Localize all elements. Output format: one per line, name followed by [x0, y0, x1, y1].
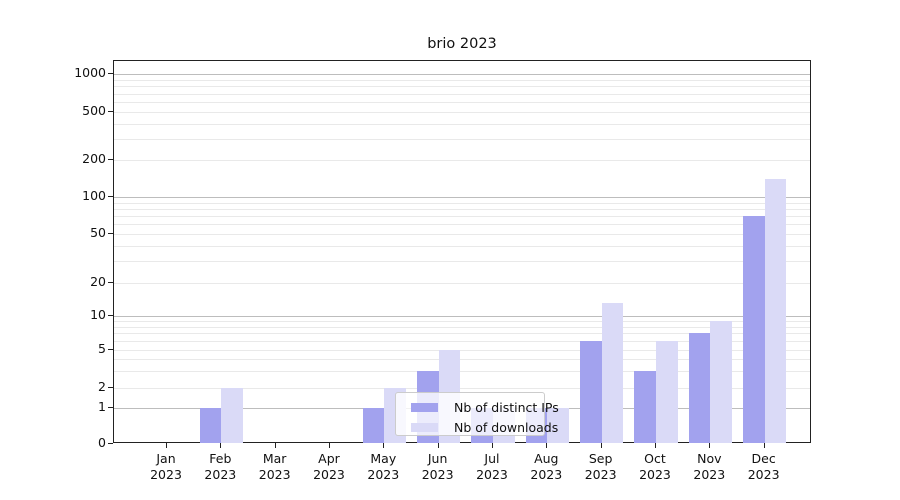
x-tick-label: Dec 2023 [747, 451, 780, 482]
legend-label: Nb of distinct IPs [454, 399, 559, 415]
x-tick-label: Sep 2023 [584, 451, 617, 482]
x-tick-label: Jan 2023 [150, 451, 182, 482]
y-tick-label: 5 [98, 340, 106, 356]
y-tick-label: 10 [90, 307, 106, 322]
bar-downloads [601, 303, 624, 443]
gridline [114, 326, 810, 328]
legend-label: Nb of downloads [454, 419, 559, 435]
bar-downloads [764, 179, 787, 443]
bar-distinct-ips [742, 216, 765, 443]
gridline [114, 340, 810, 342]
bar-distinct-ips [579, 340, 602, 443]
gridline [114, 333, 810, 335]
gridline [114, 86, 810, 88]
plot-area [113, 60, 811, 443]
x-tick [763, 443, 765, 448]
x-tick-label: Nov 2023 [693, 451, 726, 482]
gridline [114, 370, 810, 372]
legend: Nb of distinct IPs Nb of downloads [395, 392, 559, 437]
y-tick [108, 406, 113, 408]
gridline [114, 387, 810, 389]
gridline [114, 209, 810, 210]
y-tick [108, 110, 113, 112]
y-tick-label: 0 [98, 435, 106, 450]
legend-swatch-downloads-icon [411, 422, 438, 432]
y-tick-label: 2 [98, 378, 106, 394]
y-tick [108, 233, 113, 235]
x-tick [328, 443, 330, 448]
gridline [114, 111, 810, 113]
x-tick [383, 443, 385, 448]
gridline [114, 234, 810, 236]
gridline [114, 79, 810, 81]
gridline [114, 261, 810, 263]
bar-downloads [710, 321, 732, 443]
bar-distinct-ips [634, 370, 656, 443]
x-tick-label: Feb 2023 [204, 451, 237, 482]
gridline [114, 123, 810, 125]
gridline [114, 74, 810, 76]
y-tick-label: 500 [82, 102, 106, 118]
x-tick [166, 443, 167, 448]
y-tick [108, 315, 113, 316]
x-tick-label: Apr 2023 [313, 451, 345, 482]
y-tick-label: 200 [82, 151, 106, 167]
legend-item-distinct-ips: Nb of distinct IPs [396, 397, 559, 417]
gridline [114, 101, 810, 103]
y-tick-label: 100 [82, 188, 106, 203]
x-tick-label: Oct 2023 [639, 451, 671, 482]
gridline [114, 138, 810, 140]
gridline [114, 93, 810, 95]
y-tick [108, 196, 113, 197]
x-tick [600, 443, 602, 448]
y-tick [108, 443, 113, 444]
bar-distinct-ips [199, 407, 222, 443]
y-tick [108, 281, 113, 283]
y-tick-label: 50 [90, 225, 106, 241]
x-tick [274, 443, 276, 448]
x-tick [220, 443, 222, 448]
gridline [114, 282, 810, 284]
x-tick-label: Mar 2023 [258, 451, 291, 482]
y-tick-label: 1000 [74, 65, 106, 81]
gridline [114, 321, 810, 323]
x-tick-label: Jul 2023 [476, 451, 508, 482]
gridline [114, 197, 810, 198]
bar-distinct-ips [688, 333, 711, 443]
gridline [114, 246, 810, 248]
x-tick [546, 443, 548, 448]
y-tick [108, 159, 113, 161]
gridline [114, 316, 810, 317]
x-tick-label: May 2023 [367, 451, 400, 482]
gridline [114, 224, 810, 226]
bar-downloads [547, 407, 569, 443]
bar-distinct-ips [362, 407, 385, 443]
x-tick [709, 443, 711, 448]
gridline [114, 216, 810, 218]
y-tick-label: 1 [98, 398, 106, 414]
legend-item-downloads: Nb of downloads [396, 417, 558, 437]
legend-swatch-distinct-ips-icon [411, 402, 438, 412]
gridline [114, 358, 810, 360]
y-tick [108, 73, 113, 75]
x-tick [491, 443, 493, 448]
bar-downloads [655, 340, 678, 443]
gridline [114, 349, 810, 351]
chart-title: brio 2023 [427, 36, 497, 52]
y-tick-label: 20 [90, 273, 106, 289]
gridline [114, 160, 810, 162]
y-tick [108, 348, 113, 350]
x-tick-label: Jun 2023 [421, 451, 454, 482]
x-tick [437, 443, 439, 448]
gridline [114, 202, 810, 204]
y-tick [108, 386, 113, 388]
x-tick [654, 443, 656, 448]
x-tick-label: Aug 2023 [530, 451, 563, 482]
bar-downloads [221, 387, 244, 443]
